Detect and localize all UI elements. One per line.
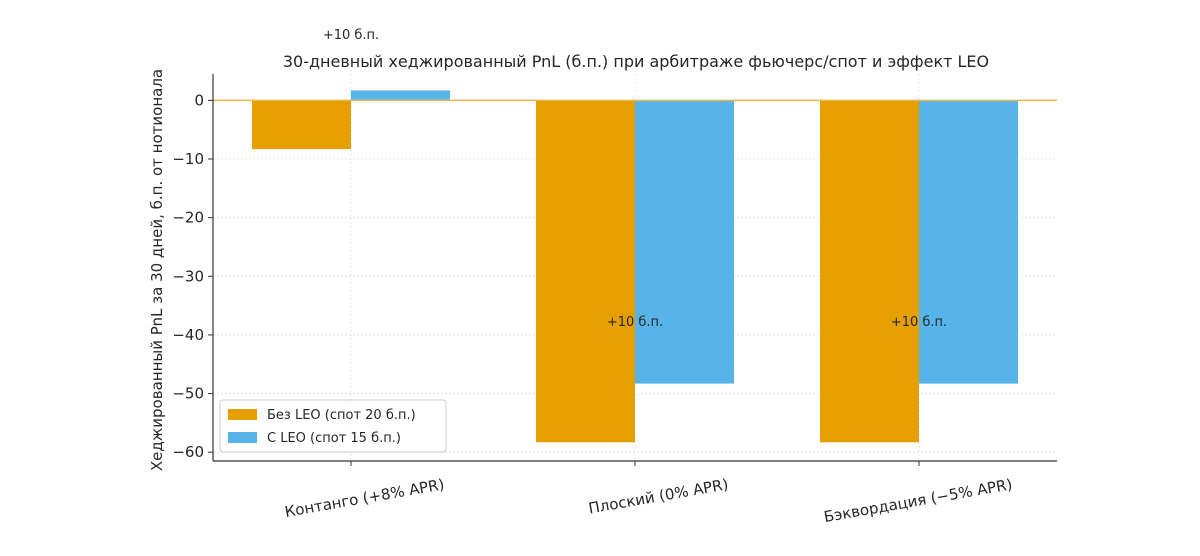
y-tick-label-6: −60 — [172, 443, 204, 461]
bar-series1-cat1 — [635, 100, 734, 384]
y-ticks-layer: 0 −10 −20 −30 −40 −50 −60 — [172, 91, 213, 461]
y-tick-label-5: −50 — [172, 385, 204, 403]
chart-title: 30-дневный хеджированный PnL (б.п.) при … — [283, 52, 989, 71]
y-tick-label-2: −20 — [172, 209, 204, 227]
legend-swatch-with-leo — [228, 432, 257, 443]
y-axis-label: Хеджированный PnL за 30 дней, б.п. от но… — [148, 69, 166, 471]
x-category-label-0: Контанго (+8% APR) — [283, 475, 445, 521]
x-category-label-2: Бэквордация (−5% APR) — [822, 475, 1013, 526]
x-categories-layer: Контанго (+8% APR) Плоский (0% APR) Бэквор… — [283, 461, 1014, 526]
legend-box — [219, 399, 447, 453]
annotation-2: +10 б.п. — [891, 315, 947, 330]
x-category-label-1: Плоский (0% APR) — [587, 475, 730, 517]
annotation-1: +10 б.п. — [607, 315, 663, 330]
legend-swatch-without-leo — [228, 409, 257, 420]
bar-series0-cat2 — [820, 100, 919, 443]
bar-series0-cat1 — [536, 100, 635, 443]
y-tick-label-3: −30 — [172, 267, 204, 285]
annotations-layer: +10 б.п. +10 б.п. +10 б.п. — [323, 28, 947, 330]
y-tick-label-1: −10 — [172, 150, 204, 168]
y-tick-label-4: −40 — [172, 326, 204, 344]
bar-series1-cat2 — [919, 100, 1018, 384]
annotation-0: +10 б.п. — [323, 28, 379, 43]
bars-layer — [252, 90, 1018, 443]
legend-label-with-leo: С LEO (спот 15 б.п.) — [267, 431, 401, 446]
bar-series0-cat0 — [252, 100, 351, 150]
bar-series1-cat0 — [351, 90, 450, 101]
legend: Без LEO (спот 20 б.п.) С LEO (спот 15 б.… — [219, 399, 447, 453]
y-tick-label-0: 0 — [194, 91, 204, 109]
legend-label-without-leo: Без LEO (спот 20 б.п.) — [267, 408, 416, 423]
